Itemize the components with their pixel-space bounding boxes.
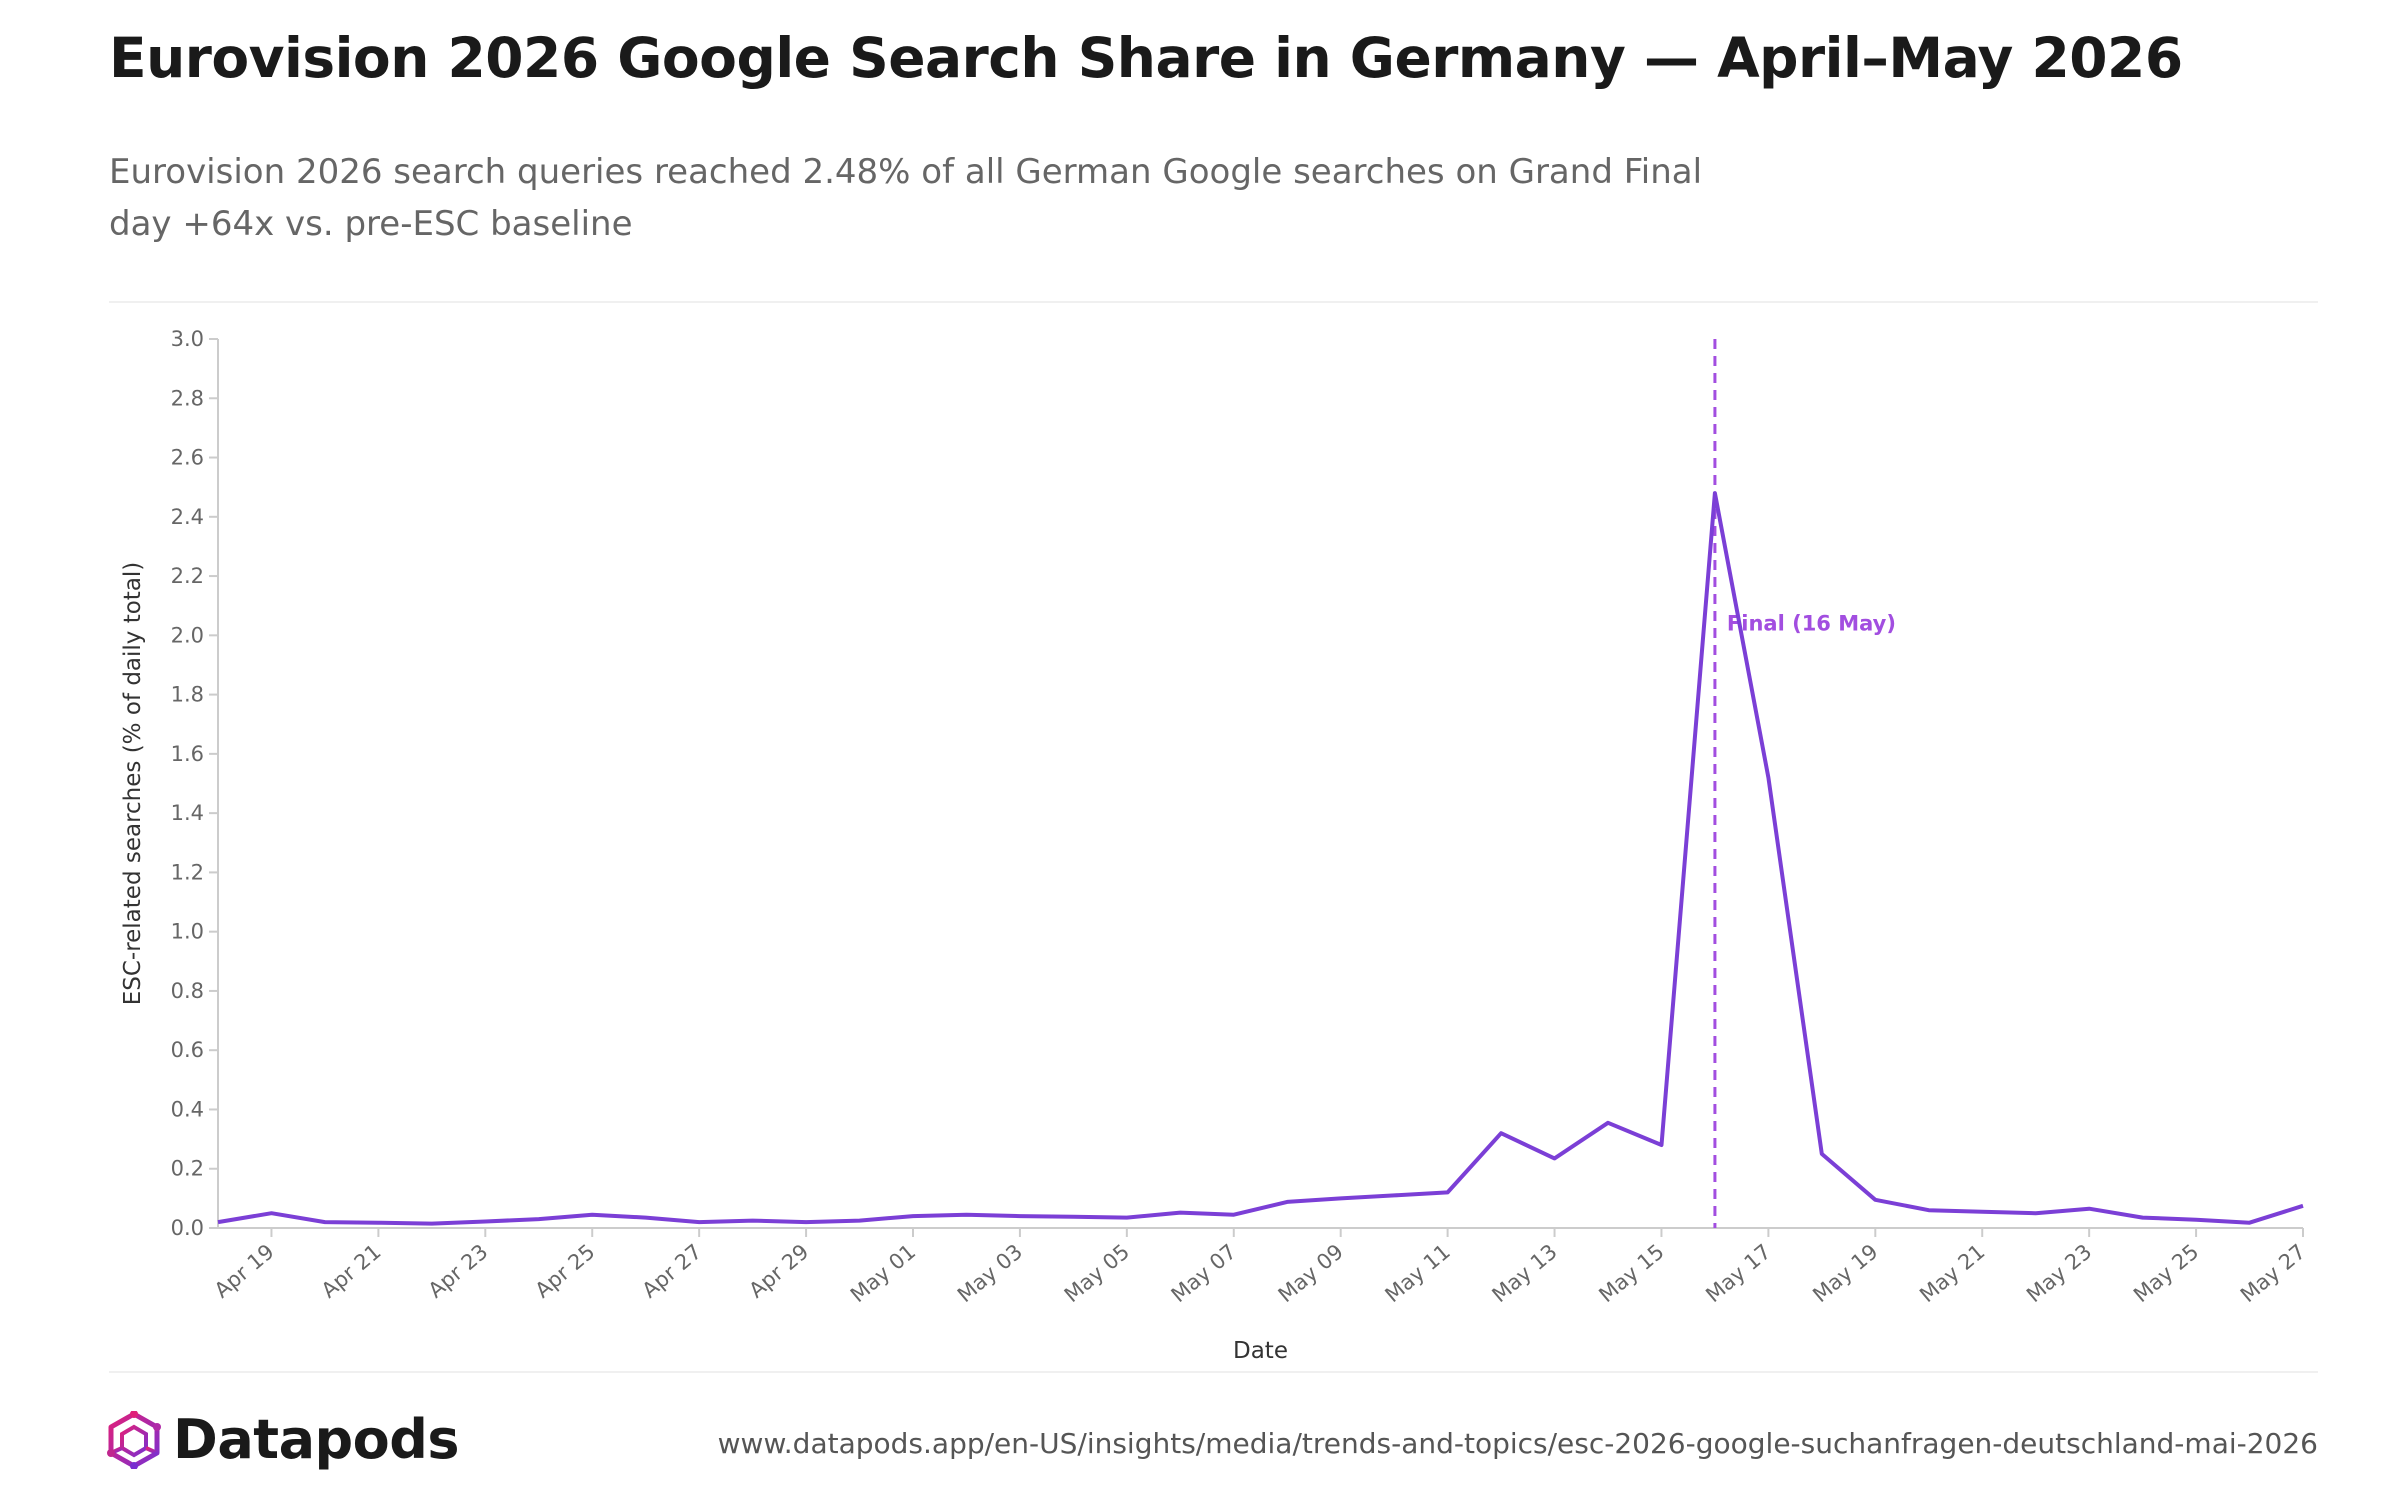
brand-logo: Datapods bbox=[107, 1408, 460, 1471]
y-tick-label: 1.2 bbox=[171, 860, 204, 884]
y-tick-label: 2.4 bbox=[171, 505, 204, 529]
page-title: Eurovision 2026 Google Search Share in G… bbox=[109, 26, 2183, 90]
x-tick-label: May 13 bbox=[1487, 1239, 1561, 1307]
y-tick-label: 2.0 bbox=[171, 623, 204, 647]
x-tick-label: May 07 bbox=[1167, 1239, 1241, 1307]
y-tick-label: 0.8 bbox=[171, 979, 204, 1003]
datapods-logo-icon bbox=[107, 1410, 161, 1469]
x-tick-label: Apr 21 bbox=[317, 1239, 386, 1302]
y-tick-label: 3.0 bbox=[171, 327, 204, 351]
x-tick-label: Apr 23 bbox=[424, 1239, 493, 1302]
x-tick-label: May 21 bbox=[1915, 1239, 1989, 1307]
y-tick-label: 2.6 bbox=[171, 446, 204, 470]
brand-name: Datapods bbox=[173, 1408, 460, 1471]
y-tick-label: 2.8 bbox=[171, 386, 204, 410]
y-tick-label: 0.2 bbox=[171, 1157, 204, 1181]
source-url[interactable]: www.datapods.app/en-US/insights/media/tr… bbox=[717, 1427, 2318, 1460]
y-tick-label: 1.6 bbox=[171, 742, 204, 766]
x-tick-label: May 11 bbox=[1381, 1239, 1455, 1307]
x-tick-label: Apr 29 bbox=[744, 1239, 813, 1302]
x-tick-label: May 09 bbox=[1274, 1239, 1348, 1307]
y-tick-label: 1.4 bbox=[171, 801, 204, 825]
y-tick-label: 1.0 bbox=[171, 920, 204, 944]
x-axis-title: Date bbox=[1233, 1338, 1288, 1364]
y-axis-ticks: 0.0 0.2 0.4 0.6 0.8 1.0 1.2 1.4 1.6 1.8 2.0 2.2 2.4 2… bbox=[171, 327, 218, 1240]
x-tick-label: May 15 bbox=[1594, 1239, 1668, 1307]
x-tick-label: Apr 25 bbox=[531, 1239, 600, 1302]
y-axis-title: ESC-related searches (% of daily total) bbox=[120, 562, 146, 1006]
x-tick-label: May 01 bbox=[846, 1239, 920, 1307]
x-tick-label: May 23 bbox=[2022, 1239, 2096, 1307]
bottom-divider bbox=[109, 1371, 2318, 1373]
y-tick-label: 2.2 bbox=[171, 564, 204, 588]
y-tick-label: 0.4 bbox=[171, 1097, 204, 1121]
final-marker-label: Final (16 May) bbox=[1727, 611, 1896, 635]
page-subtitle: Eurovision 2026 search queries reached 2… bbox=[109, 152, 1703, 244]
x-axis-ticks: Apr 19 Apr 21 Apr 23 Apr 25 Apr 27 Apr 29 May … bbox=[210, 1228, 2310, 1307]
top-divider bbox=[109, 301, 2318, 303]
x-tick-label: May 25 bbox=[2129, 1239, 2203, 1307]
x-tick-label: May 19 bbox=[1808, 1239, 1882, 1307]
y-tick-label: 0.0 bbox=[171, 1216, 204, 1240]
x-tick-label: May 17 bbox=[1701, 1239, 1775, 1307]
x-tick-label: Apr 19 bbox=[210, 1239, 279, 1302]
y-tick-label: 0.6 bbox=[171, 1038, 204, 1062]
x-tick-label: May 05 bbox=[1060, 1239, 1134, 1307]
x-tick-label: May 03 bbox=[953, 1239, 1027, 1307]
x-tick-label: May 27 bbox=[2236, 1239, 2310, 1307]
y-tick-label: 1.8 bbox=[171, 683, 204, 707]
series-points bbox=[217, 492, 2304, 1224]
series-line bbox=[217, 491, 2304, 1226]
x-tick-label: Apr 27 bbox=[638, 1239, 707, 1302]
